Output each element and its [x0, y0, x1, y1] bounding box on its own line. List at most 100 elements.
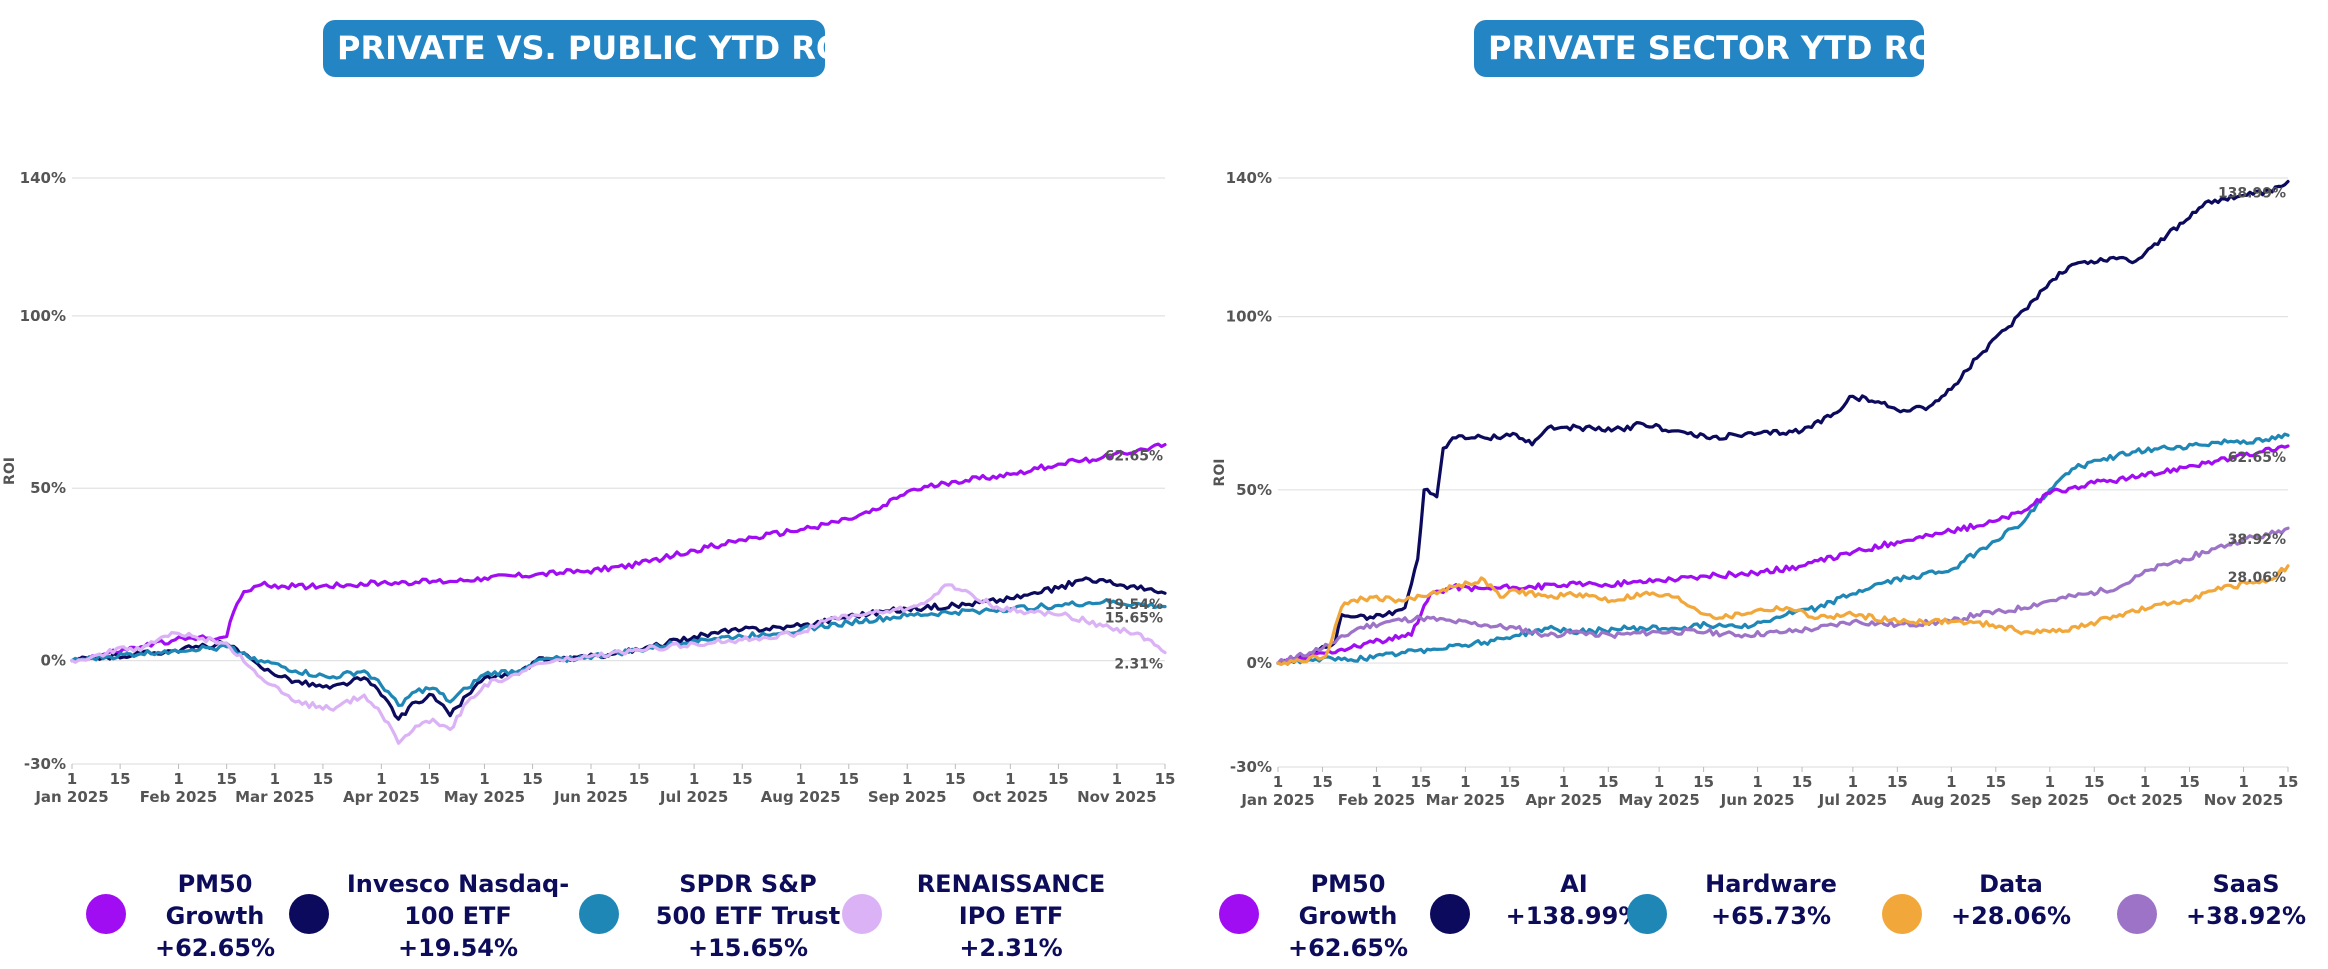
- x-tick-label: 1: [689, 770, 699, 788]
- x-tick-label: 15: [1048, 770, 1069, 788]
- x-tick-label: 15: [2084, 773, 2105, 791]
- chart-title-left: PRIVATE VS. PUBLIC YTD ROI: [323, 20, 855, 77]
- series-line-pm50-growth: [1276, 444, 2290, 665]
- legend-swatch: [86, 894, 126, 934]
- series-line-data: [1276, 564, 2290, 667]
- x-month-label-sep-2025: Sep 2025: [868, 788, 947, 806]
- x-tick-label: 1: [1946, 773, 1956, 791]
- x-tick-label: 15: [1693, 773, 1714, 791]
- y-axis-label: ROI: [1212, 459, 1228, 487]
- legend-label: SaaS +38.92%: [2185, 870, 2307, 930]
- y-tick-label: 50%: [1236, 481, 1272, 499]
- series-line-pm50-growth: [70, 442, 1167, 663]
- legend-label: PM50 Growth +62.65%: [1287, 870, 1409, 962]
- end-value-label: 2.31%: [1114, 657, 1163, 673]
- x-month-label-jul-2025: Jul 2025: [659, 788, 728, 806]
- x-month-label-may-2025: May 2025: [1618, 791, 1699, 809]
- x-tick-label: 15: [1410, 773, 1431, 791]
- x-month-label-jan-2025: Jan 2025: [34, 788, 108, 806]
- legend-label: RENAISSANCE IPO ETF +2.31%: [916, 870, 1106, 962]
- x-tick-label: 1: [479, 770, 489, 788]
- x-tick-label: 1: [795, 770, 805, 788]
- x-month-label-jun-2025: Jun 2025: [1720, 791, 1795, 809]
- end-value-label: 138.99%: [2218, 185, 2286, 201]
- legend-swatch: [289, 894, 329, 934]
- y-tick-label: 140%: [20, 169, 66, 187]
- x-tick-label: 15: [1155, 770, 1176, 788]
- x-tick-label: 15: [419, 770, 440, 788]
- series-line-spdr-s-p-500-etf-trust: [70, 597, 1167, 708]
- end-value-label: 62.65%: [1105, 449, 1163, 465]
- series-line-ai: [1276, 179, 2290, 666]
- end-value-label: 28.06%: [2228, 570, 2286, 586]
- x-month-label-oct-2025: Oct 2025: [972, 788, 1048, 806]
- y-tick-label: 140%: [1226, 169, 1272, 187]
- chart-title-right: PRIVATE SECTOR YTD ROI: [1474, 20, 1947, 77]
- legend-swatch: [1882, 894, 1922, 934]
- y-tick-label: 0%: [1247, 654, 1272, 672]
- x-tick-label: 15: [732, 770, 753, 788]
- x-month-label-apr-2025: Apr 2025: [1525, 791, 1602, 809]
- x-tick-label: 15: [1598, 773, 1619, 791]
- legend-swatch: [1627, 894, 1667, 934]
- x-tick-label: 15: [1887, 773, 1908, 791]
- end-value-label: 15.65%: [1105, 611, 1163, 627]
- legend-swatch: [1219, 894, 1259, 934]
- series-line-saas: [1276, 526, 2290, 665]
- x-tick-label: 1: [1112, 770, 1122, 788]
- x-month-label-aug-2025: Aug 2025: [1911, 791, 1991, 809]
- x-tick-label: 15: [629, 770, 650, 788]
- x-tick-label: 15: [1792, 773, 1813, 791]
- x-month-label-may-2025: May 2025: [444, 788, 525, 806]
- x-tick-label: 1: [902, 770, 912, 788]
- x-tick-label: 15: [838, 770, 859, 788]
- y-tick-label: -30%: [1230, 758, 1272, 776]
- x-month-label-feb-2025: Feb 2025: [1338, 791, 1416, 809]
- y-tick-label: 50%: [30, 479, 66, 497]
- y-tick-label: 0%: [41, 652, 66, 670]
- x-tick-label: 15: [1499, 773, 1520, 791]
- x-tick-label: 1: [1460, 773, 1470, 791]
- x-tick-label: 15: [1985, 773, 2006, 791]
- legend-swatch: [579, 894, 619, 934]
- x-tick-label: 1: [173, 770, 183, 788]
- x-month-label-sep-2025: Sep 2025: [2010, 791, 2089, 809]
- x-tick-label: 15: [522, 770, 543, 788]
- x-month-label-oct-2025: Oct 2025: [2107, 791, 2183, 809]
- x-month-label-jun-2025: Jun 2025: [553, 788, 628, 806]
- x-tick-label: 1: [1005, 770, 1015, 788]
- end-value-label: 62.65%: [2228, 450, 2286, 466]
- end-value-label: 19.54%: [1105, 597, 1163, 613]
- legend-label: AI +138.99%: [1505, 870, 1643, 930]
- end-value-label: 38.92%: [2228, 532, 2286, 548]
- x-tick-label: 1: [1848, 773, 1858, 791]
- legend-swatch: [2117, 894, 2157, 934]
- y-axis-label: ROI: [2, 457, 18, 485]
- y-tick-label: 100%: [20, 307, 66, 325]
- x-month-label-nov-2025: Nov 2025: [1077, 788, 1157, 806]
- x-month-label-mar-2025: Mar 2025: [235, 788, 314, 806]
- x-tick-label: 15: [2278, 773, 2299, 791]
- legend-label: Data +28.06%: [1950, 870, 2072, 930]
- x-month-label-nov-2025: Nov 2025: [2204, 791, 2284, 809]
- x-tick-label: 15: [945, 770, 966, 788]
- legend-swatch: [1430, 894, 1470, 934]
- y-tick-label: 100%: [1226, 308, 1272, 326]
- x-tick-label: 1: [2045, 773, 2055, 791]
- x-tick-label: 1: [2140, 773, 2150, 791]
- x-tick-label: 1: [1654, 773, 1664, 791]
- x-month-label-mar-2025: Mar 2025: [1426, 791, 1505, 809]
- x-tick-label: 1: [67, 770, 77, 788]
- x-tick-label: 1: [270, 770, 280, 788]
- x-month-label-feb-2025: Feb 2025: [140, 788, 218, 806]
- x-month-label-jan-2025: Jan 2025: [1240, 791, 1314, 809]
- legend-label: Invesco Nasdaq- 100 ETF +19.54%: [346, 870, 570, 962]
- x-tick-label: 1: [1371, 773, 1381, 791]
- series-line-hardware: [1276, 432, 2290, 666]
- x-month-label-apr-2025: Apr 2025: [343, 788, 420, 806]
- x-tick-label: 15: [312, 770, 333, 788]
- series-line-renaissance-ipo-etf: [70, 583, 1167, 745]
- legend-swatch: [842, 894, 882, 934]
